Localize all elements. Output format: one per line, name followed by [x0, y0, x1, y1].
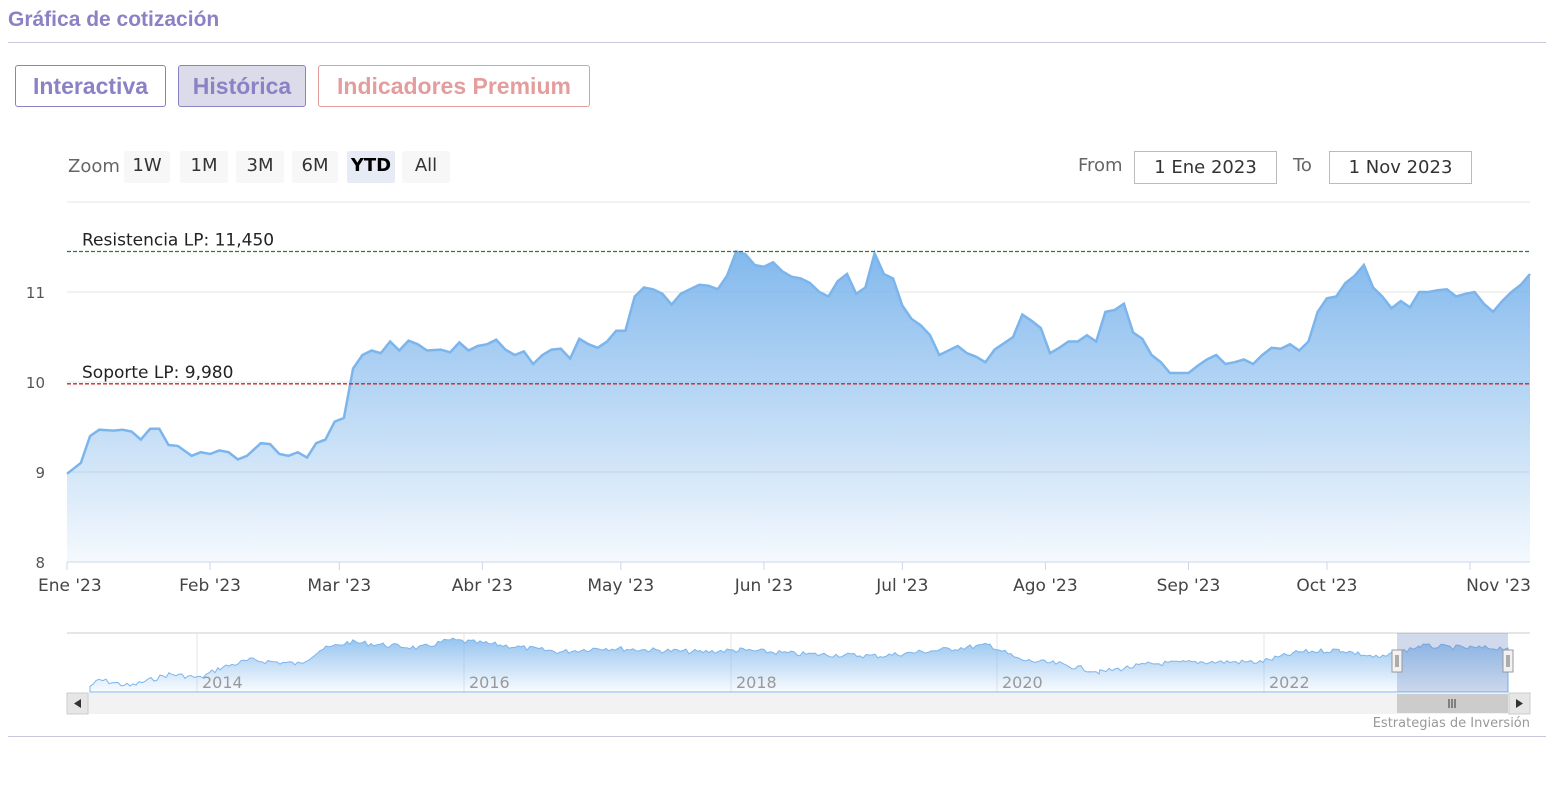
navigator-right-handle[interactable]: [1502, 649, 1514, 673]
zoom-3m-button[interactable]: 3M: [236, 151, 284, 183]
x-tick-label: May '23: [587, 576, 654, 596]
zoom-label: Zoom: [68, 156, 120, 177]
navigator-series: [89, 637, 1509, 693]
x-tick-label: Oct '23: [1296, 576, 1357, 596]
y-tick-label: 9: [35, 464, 45, 482]
triangle-right-icon: [1516, 699, 1523, 708]
credits[interactable]: Estrategias de Inversión: [1372, 716, 1530, 731]
divider: [8, 736, 1546, 737]
price-line: [66, 249, 1531, 475]
from-label: From: [1078, 155, 1123, 176]
zoom-1m-button[interactable]: 1M: [180, 151, 228, 183]
from-date-input[interactable]: 1 Ene 2023: [1134, 151, 1277, 184]
tab-historica[interactable]: Histórica: [178, 65, 306, 107]
navigator-year-label: 2022: [1269, 673, 1310, 692]
x-tick-label: Ene '23: [38, 576, 102, 596]
navigator-year-label: 2020: [1002, 673, 1043, 692]
to-label: To: [1293, 155, 1312, 176]
scrollbar-track[interactable]: [67, 693, 1530, 714]
x-tick-label: Mar '23: [307, 576, 371, 596]
zoom-all-button[interactable]: All: [402, 151, 450, 183]
zoom-1w-button[interactable]: 1W: [124, 151, 170, 183]
x-tick-label: Sep '23: [1157, 576, 1221, 596]
x-tick-label: Jul '23: [875, 576, 928, 596]
tab-indicadores-premium[interactable]: Indicadores Premium: [318, 65, 590, 107]
y-tick-label: 10: [26, 374, 45, 392]
resistance-label: Resistencia LP: 11,450: [82, 231, 274, 251]
y-tick-label: 11: [26, 284, 45, 302]
support-label: Soporte LP: 9,980: [82, 363, 233, 383]
to-date-input[interactable]: 1 Nov 2023: [1329, 151, 1472, 184]
zoom-ytd-button[interactable]: YTD: [347, 151, 395, 183]
x-tick-label: Feb '23: [179, 576, 241, 596]
y-tick-label: 8: [35, 554, 45, 572]
x-tick-label: Jun '23: [734, 576, 793, 596]
x-tick-label: Nov '23: [1466, 576, 1531, 596]
section-title: Gráfica de cotización: [8, 8, 220, 31]
triangle-left-icon: [74, 699, 81, 708]
x-tick-label: Ago '23: [1013, 576, 1078, 596]
navigator-year-label: 2018: [736, 673, 777, 692]
x-tick-label: Abr '23: [452, 576, 513, 596]
navigator-year-label: 2016: [469, 673, 510, 692]
zoom-6m-button[interactable]: 6M: [292, 151, 338, 183]
price-area: [67, 251, 1530, 562]
navigator-year-label: 2014: [202, 673, 243, 692]
navigator-selected-range: [1397, 633, 1508, 692]
divider: [8, 42, 1546, 43]
navigator-left-handle[interactable]: [1391, 649, 1403, 673]
tab-interactiva[interactable]: Interactiva: [15, 65, 166, 107]
